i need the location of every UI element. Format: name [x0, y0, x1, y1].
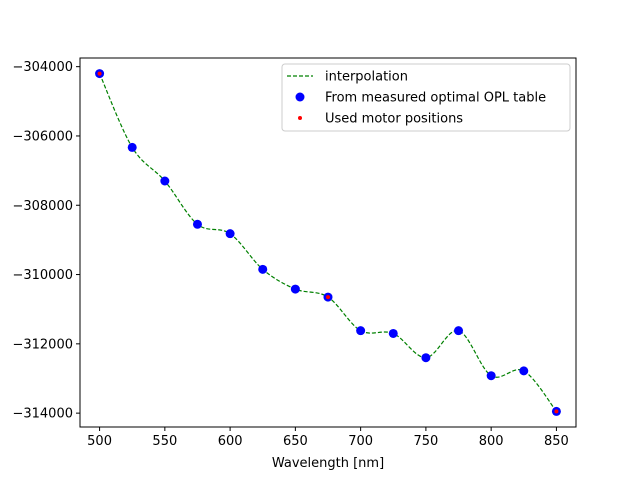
x-tick-label: 800: [479, 434, 504, 449]
x-tick-label: 750: [413, 434, 438, 449]
x-tick-label: 700: [348, 434, 373, 449]
measured-point: [421, 353, 431, 363]
legend-label-measured: From measured optimal OPL table: [325, 91, 546, 106]
measured-point: [225, 229, 235, 239]
x-tick-label: 550: [152, 434, 177, 449]
legend-marker-motor: [298, 116, 302, 120]
x-axis: 500 550 600 650 700 750 800 850: [87, 427, 569, 449]
y-tick-label: −306000: [12, 129, 73, 144]
y-tick-label: −308000: [12, 199, 73, 214]
measured-point: [519, 366, 529, 376]
y-tick-label: −314000: [12, 407, 73, 422]
x-tick-label: 850: [544, 434, 569, 449]
y-tick-label: −312000: [12, 337, 73, 352]
legend-label-interpolation: interpolation: [325, 70, 408, 85]
measured-point: [258, 264, 268, 274]
x-tick-label: 650: [283, 434, 308, 449]
motor-position-point: [326, 295, 330, 300]
x-axis-label: Wavelength [nm]: [272, 456, 384, 471]
measured-point: [486, 371, 496, 381]
x-tick-label: 500: [87, 434, 112, 449]
measured-point: [160, 176, 170, 186]
y-axis: −314000 −312000 −310000 −308000 −306000 −3040…: [12, 60, 80, 422]
measured-point: [127, 142, 137, 152]
x-tick-label: 600: [218, 434, 243, 449]
legend-label-motor: Used motor positions: [325, 112, 463, 127]
legend: interpolation From measured optimal OPL …: [281, 63, 571, 132]
measured-point: [290, 284, 300, 294]
y-tick-label: −310000: [12, 268, 73, 283]
legend-marker-measured: [295, 92, 305, 102]
legend-box: [281, 63, 571, 132]
motor-position-point: [97, 71, 102, 76]
motor-position-point: [554, 409, 559, 414]
series-layer: [95, 69, 561, 416]
measured-point: [388, 328, 398, 338]
measured-point: [192, 219, 202, 229]
measured-point: [454, 326, 464, 336]
plot-frame: [79, 57, 577, 428]
measured-point: [356, 326, 366, 336]
y-tick-label: −304000: [12, 60, 73, 75]
